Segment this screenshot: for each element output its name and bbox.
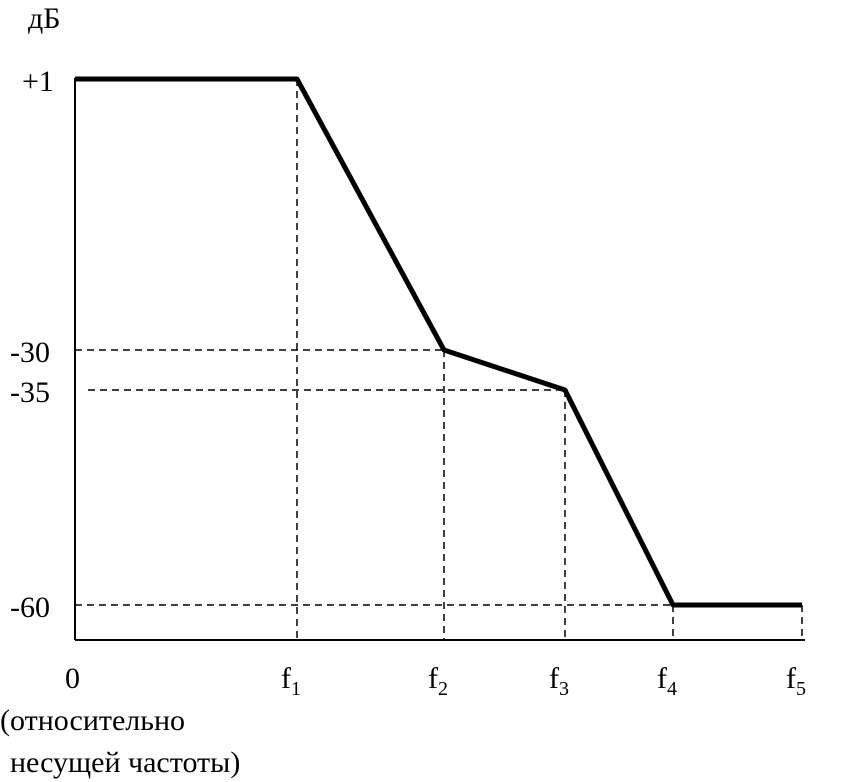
x-tick-label-1: f1	[281, 662, 301, 700]
series-line	[75, 76, 802, 608]
x-tick-label-4: f4	[657, 662, 677, 700]
y-tick-label-2: -35	[10, 376, 50, 409]
x-tick-labels: 0 f1 f2 f3 f4 f5	[65, 662, 806, 700]
x-tick-label-0: 0	[65, 662, 80, 695]
y-tick-label-3: -60	[10, 591, 50, 624]
y-tick-labels: +1 -30 -35 -60	[10, 65, 54, 624]
y-tick-label-1: -30	[10, 336, 50, 369]
x-tick-label-3: f3	[549, 662, 569, 700]
x-axis-label-line-2: несущей частоты)	[10, 746, 240, 779]
guide-lines	[75, 79, 803, 640]
y-axis-label: дБ	[28, 2, 61, 35]
x-tick-label-2: f2	[428, 662, 448, 700]
y-tick-label-0: +1	[22, 65, 54, 98]
x-axis-label-line-1: (относительно	[0, 704, 185, 737]
x-tick-label-5: f5	[786, 662, 806, 700]
